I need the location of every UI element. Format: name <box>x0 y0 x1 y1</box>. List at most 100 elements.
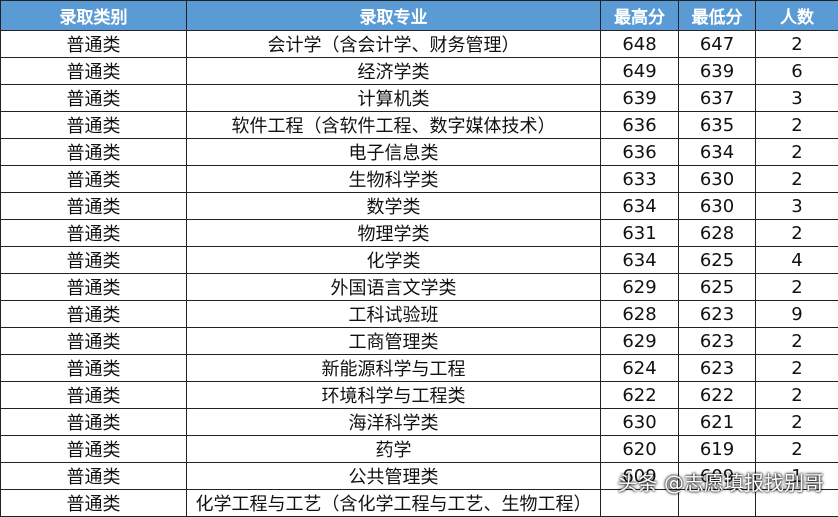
table-cell: 634 <box>601 247 679 274</box>
header-cell: 最低分 <box>679 1 756 31</box>
table-cell: 普通类 <box>1 328 187 355</box>
table-cell: 化学类 <box>187 247 601 274</box>
table-cell: 2 <box>756 328 838 355</box>
table-cell: 634 <box>601 193 679 220</box>
table-cell: 622 <box>601 382 679 409</box>
header-cell: 录取专业 <box>187 1 601 31</box>
table-cell: 新能源科学与工程 <box>187 355 601 382</box>
table-cell: 2 <box>756 166 838 193</box>
header-row: 录取类别录取专业最高分最低分人数 <box>1 1 838 31</box>
table-cell: 4 <box>756 247 838 274</box>
table-cell: 623 <box>679 328 756 355</box>
table-cell: 629 <box>601 328 679 355</box>
table-cell: 生物科学类 <box>187 166 601 193</box>
table-cell: 624 <box>601 355 679 382</box>
table-cell: 2 <box>756 220 838 247</box>
table-cell: 电子信息类 <box>187 139 601 166</box>
table-cell: 2 <box>756 409 838 436</box>
table-cell: 普通类 <box>1 301 187 328</box>
table-cell: 631 <box>601 220 679 247</box>
table-cell: 数学类 <box>187 193 601 220</box>
header-cell: 录取类别 <box>1 1 187 31</box>
table-cell: 物理学类 <box>187 220 601 247</box>
table-cell: 623 <box>679 301 756 328</box>
header-cell: 人数 <box>756 1 838 31</box>
table-cell: 637 <box>679 85 756 112</box>
table-cell: 628 <box>601 301 679 328</box>
table-cell: 9 <box>756 301 838 328</box>
table-cell: 普通类 <box>1 382 187 409</box>
table-cell: 620 <box>601 436 679 463</box>
table-cell: 2 <box>756 382 838 409</box>
table-cell: 药学 <box>187 436 601 463</box>
table-cell: 621 <box>679 409 756 436</box>
table-cell: 625 <box>679 247 756 274</box>
table-cell: 635 <box>679 112 756 139</box>
table-cell: 普通类 <box>1 112 187 139</box>
table-cell: 普通类 <box>1 409 187 436</box>
table-cell: 普通类 <box>1 355 187 382</box>
table-cell: 636 <box>601 112 679 139</box>
table-cell: 计算机类 <box>187 85 601 112</box>
table-cell: 普通类 <box>1 274 187 301</box>
table-cell: 普通类 <box>1 463 187 490</box>
table-cell: 公共管理类 <box>187 463 601 490</box>
table-cell: 普通类 <box>1 166 187 193</box>
table-cell: 628 <box>679 220 756 247</box>
header-cell: 最高分 <box>601 1 679 31</box>
table-cell: 普通类 <box>1 247 187 274</box>
table-cell: 软件工程（含软件工程、数字媒体技术） <box>187 112 601 139</box>
table-cell: 630 <box>679 193 756 220</box>
table-cell: 环境科学与工程类 <box>187 382 601 409</box>
table-cell: 625 <box>679 274 756 301</box>
table-cell: 外国语言文学类 <box>187 274 601 301</box>
table-cell: 633 <box>601 166 679 193</box>
table-cell: 普通类 <box>1 139 187 166</box>
table-cell: 经济学类 <box>187 58 601 85</box>
table-cell: 工商管理类 <box>187 328 601 355</box>
table-cell: 629 <box>601 274 679 301</box>
table-cell: 2 <box>756 436 838 463</box>
table-cell: 工科试验班 <box>187 301 601 328</box>
table-cell: 636 <box>601 139 679 166</box>
table-cell: 化学工程与工艺（含化学工程与工艺、生物工程） <box>187 490 601 517</box>
watermark: 头条 @志愿填报找别哥 <box>618 467 824 496</box>
table-cell: 2 <box>756 274 838 301</box>
table-cell: 630 <box>601 409 679 436</box>
table-cell: 6 <box>756 58 838 85</box>
table-cell: 3 <box>756 85 838 112</box>
table-cell: 622 <box>679 382 756 409</box>
table-cell: 普通类 <box>1 31 187 58</box>
table-cell: 623 <box>679 355 756 382</box>
table-cell: 2 <box>756 31 838 58</box>
table-cell: 648 <box>601 31 679 58</box>
table-cell: 634 <box>679 139 756 166</box>
table-cell: 普通类 <box>1 193 187 220</box>
table-cell: 普通类 <box>1 85 187 112</box>
table-cell: 海洋科学类 <box>187 409 601 436</box>
table-cell: 普通类 <box>1 220 187 247</box>
table-cell: 649 <box>601 58 679 85</box>
table-cell: 2 <box>756 355 838 382</box>
table-cell: 普通类 <box>1 436 187 463</box>
table-cell: 639 <box>601 85 679 112</box>
